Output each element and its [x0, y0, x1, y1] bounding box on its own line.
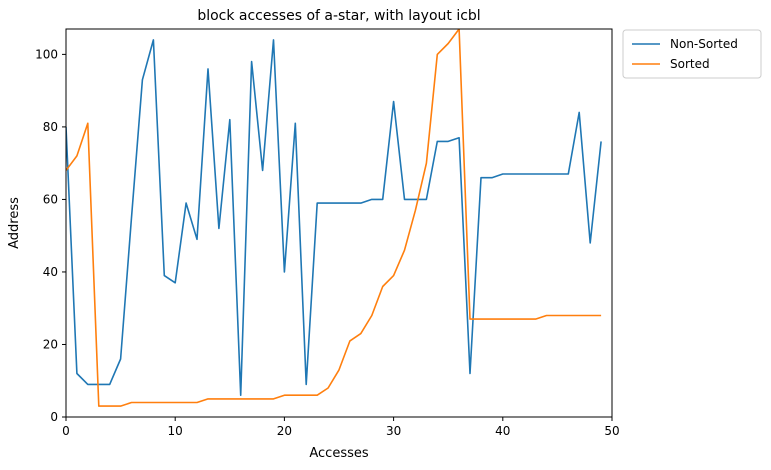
series-line-non-sorted — [66, 39, 602, 397]
chart-title: block accesses of a-star, with layout ic… — [197, 8, 480, 24]
legend-entry-label: Non-Sorted — [670, 37, 738, 51]
y-axis-label: Address — [7, 197, 22, 249]
y-tick-label: 0 — [50, 410, 58, 424]
axes: 0 10 20 30 40 50 0 20 40 60 80 100 — [35, 28, 620, 438]
x-tick-label: 20 — [277, 424, 292, 438]
legend-box — [622, 29, 762, 79]
plot-frame — [65, 28, 613, 418]
x-tick-label: 10 — [168, 424, 183, 438]
x-tick-label: 40 — [495, 424, 510, 438]
legend-entry-label: Sorted — [670, 57, 710, 71]
plot-series — [66, 29, 602, 407]
y-tick-label: 60 — [43, 192, 58, 206]
x-tick-label: 50 — [604, 424, 619, 438]
x-tick-label: 30 — [386, 424, 401, 438]
y-tick-label: 40 — [43, 265, 58, 279]
y-tick-label: 80 — [43, 120, 58, 134]
y-tick-label: 20 — [43, 337, 58, 351]
y-tick-label: 100 — [35, 47, 58, 61]
x-axis-label: Accesses — [309, 446, 369, 461]
x-tick-label: 0 — [62, 424, 70, 438]
series-line-sorted — [66, 29, 602, 407]
legend: Non-Sorted Sorted — [622, 29, 762, 79]
